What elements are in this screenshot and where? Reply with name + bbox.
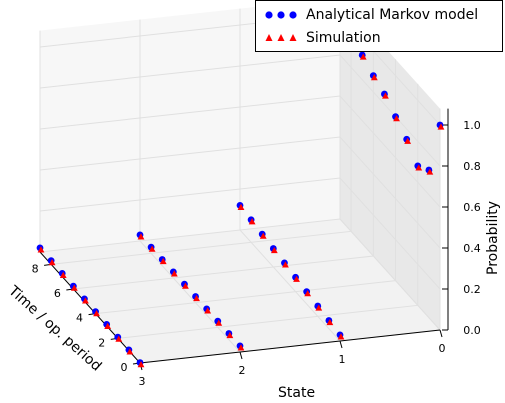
simulation-point (293, 275, 300, 282)
simulation-point (315, 304, 323, 311)
simulation-point (148, 245, 156, 252)
legend-label-simulation: Simulation (306, 30, 381, 46)
z-tick-label: 0.8 (463, 160, 481, 173)
z-tick-label: 0.2 (463, 283, 481, 296)
simulation-point (337, 333, 345, 340)
y-axis-line (39, 251, 141, 364)
simulation-point (237, 203, 245, 210)
simulation-point (437, 123, 445, 130)
legend-circle-markers (262, 8, 300, 22)
simulation-point (426, 168, 434, 175)
simulation-point (215, 319, 223, 326)
simulation-point (237, 344, 245, 351)
simulation-point (204, 307, 212, 314)
x-tick-label: 1 (339, 353, 346, 366)
simulation-point (304, 290, 312, 297)
simulation-point (37, 246, 45, 253)
simulation-point (82, 297, 89, 304)
simulation-point (170, 270, 178, 277)
simulation-point (370, 74, 378, 81)
simulation-point (59, 271, 67, 278)
z-tick-label: 0.4 (463, 242, 481, 255)
z-ticks: 0.0 0.2 0.4 0.6 0.8 1.0 (442, 119, 481, 337)
simulation-point (326, 318, 334, 326)
x-axis-label: State (278, 385, 315, 401)
y-tick-label: 2 (98, 336, 105, 349)
z-tick-label: 1.0 (463, 119, 481, 132)
simulation-point (137, 360, 145, 368)
legend-triangle-markers (262, 31, 300, 45)
y-tick-label: 4 (76, 312, 83, 325)
legend-item-markov: Analytical Markov model (262, 4, 478, 26)
grid-line-probability (39, 95, 441, 208)
simulation-point (248, 218, 256, 225)
simulation-point (404, 137, 412, 144)
x-tick-label: 2 (239, 364, 246, 377)
legend: Analytical Markov model Simulation (255, 0, 503, 52)
data-points (36, 10, 445, 368)
y-tick-label: 8 (32, 262, 39, 275)
grid-lines (39, 0, 441, 364)
z-tick-label: 0.6 (463, 201, 481, 214)
grid-line-probability (39, 136, 441, 249)
z-axis-label: Probability (485, 201, 501, 275)
y-tick-label: 6 (54, 287, 61, 300)
x-tick-label: 3 (139, 375, 146, 388)
grid-line-probability (39, 177, 441, 290)
legend-label-markov: Analytical Markov model (306, 7, 479, 23)
simulation-point (126, 348, 134, 355)
simulation-point (115, 335, 123, 342)
grid-line-probability (39, 54, 441, 167)
x-tick-mark (339, 340, 343, 349)
y-tick-label: 0 (121, 361, 128, 374)
simulation-point (70, 284, 78, 291)
simulation-point (193, 294, 200, 302)
axis-lines (39, 108, 449, 364)
x-tick-mark (439, 329, 443, 338)
simulation-point (48, 259, 56, 266)
simulation-point (226, 331, 234, 339)
simulation-point (104, 322, 112, 329)
simulation-point (282, 261, 289, 268)
legend-item-simulation: Simulation (262, 27, 381, 49)
simulation-point (393, 115, 400, 122)
simulation-point (415, 164, 423, 171)
simulation-point (137, 233, 145, 240)
simulation-point (382, 92, 389, 99)
simulation-point (159, 257, 167, 265)
z-tick-label: 0.0 (463, 324, 481, 337)
x-axis-line (139, 329, 441, 364)
simulation-point (93, 310, 100, 317)
grid-line-probability (39, 218, 441, 331)
simulation-point (359, 53, 367, 60)
simulation-point (259, 232, 267, 239)
x-tick-label: 0 (439, 342, 446, 355)
simulation-point (182, 282, 189, 289)
simulation-point (270, 246, 278, 254)
x-tick-mark (239, 351, 243, 360)
